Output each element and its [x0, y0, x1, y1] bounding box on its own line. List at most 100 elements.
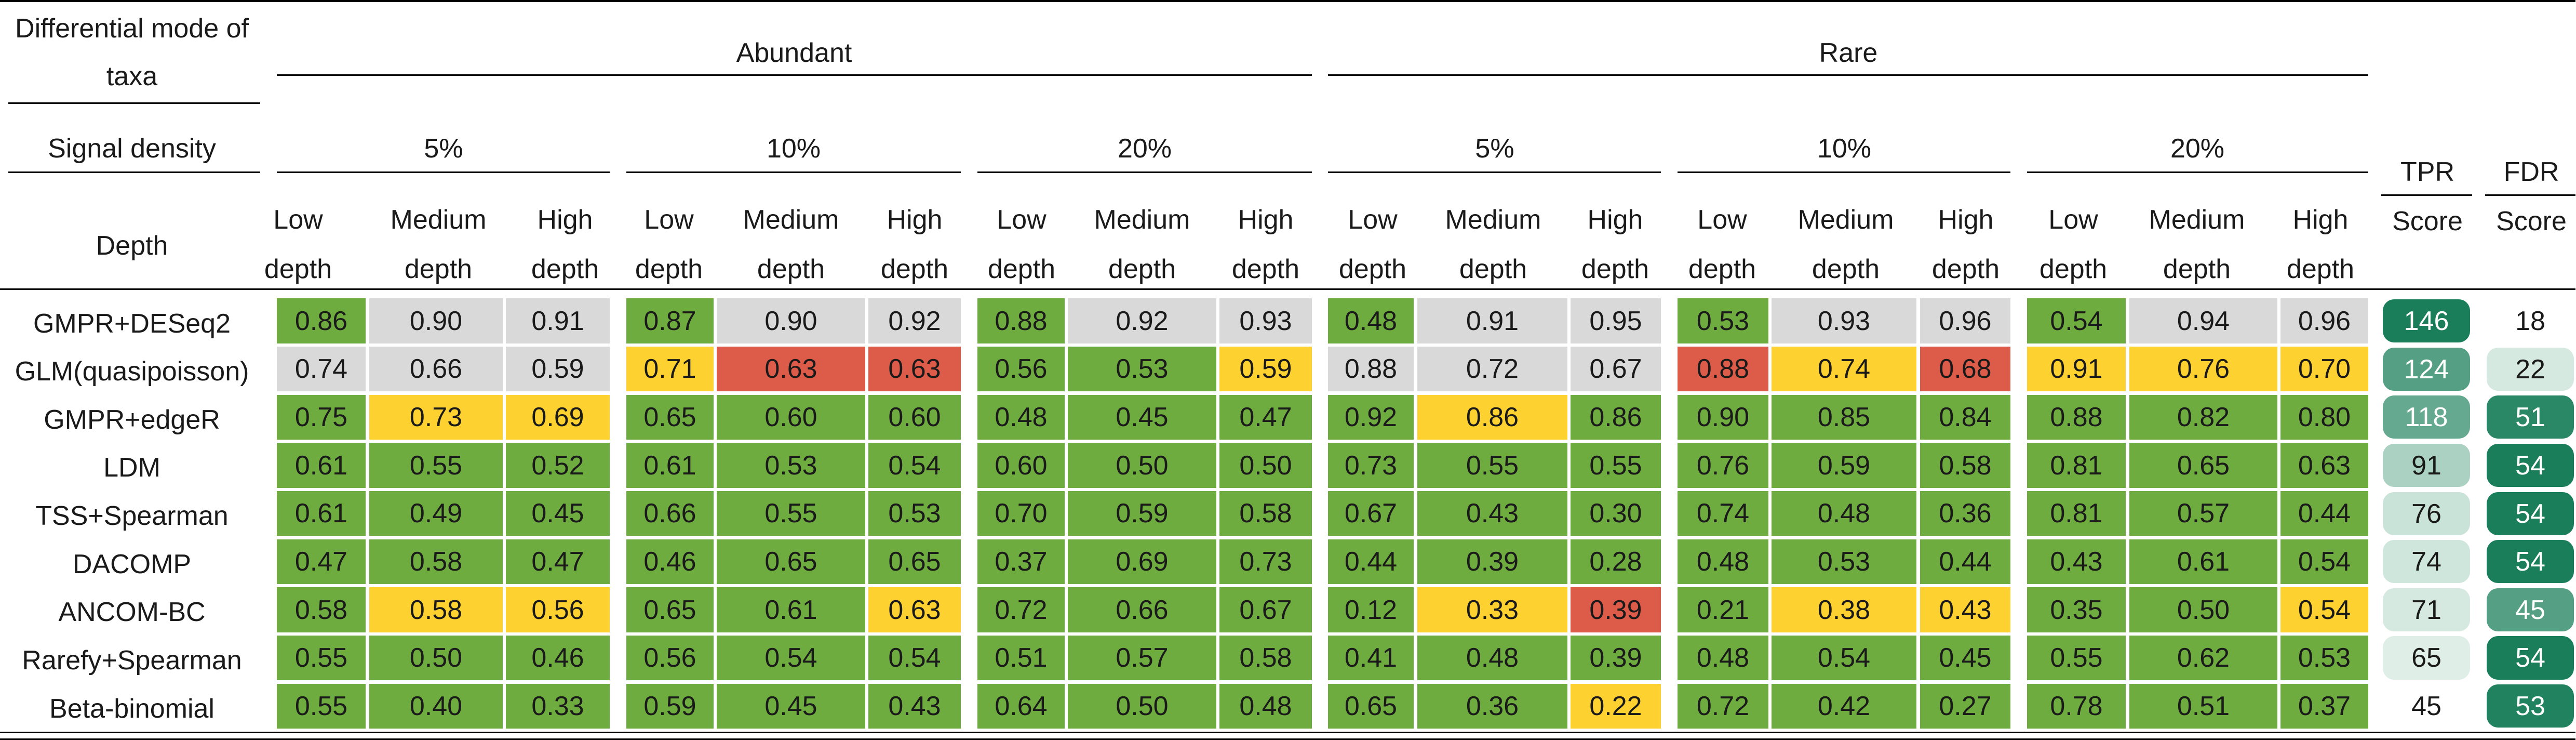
value-cell: 0.90 — [369, 298, 503, 343]
value-cell: 0.38 — [1772, 587, 1916, 632]
value-cell: 0.43 — [2027, 539, 2126, 584]
value-cell: 0.52 — [506, 443, 610, 488]
depth-header-line1: High — [1238, 205, 1294, 235]
depth-header-line2: depth — [1581, 254, 1649, 284]
fdr-score: 51 — [2487, 395, 2574, 439]
value-cell: 0.65 — [717, 539, 865, 584]
value-cell: 0.46 — [626, 539, 714, 584]
value-cell: 0.51 — [2129, 684, 2277, 729]
value-cell: 0.45 — [1068, 395, 1216, 440]
value-cell: 0.59 — [1219, 347, 1312, 391]
value-cell: 0.53 — [717, 443, 865, 488]
value-cell: 0.96 — [2280, 298, 2368, 343]
value-cell: 0.92 — [1328, 395, 1414, 440]
value-cell: 0.67 — [1571, 347, 1661, 391]
density-header: 10% — [766, 134, 821, 164]
fdr-score: 45 — [2487, 588, 2574, 631]
value-cell: 0.46 — [506, 636, 610, 680]
value-cell: 0.50 — [1068, 684, 1216, 729]
value-cell: 0.22 — [1571, 684, 1661, 729]
value-cell: 0.53 — [1772, 539, 1916, 584]
density-header: 20% — [1117, 134, 1172, 164]
value-cell: 0.58 — [1920, 443, 2010, 488]
density-underline — [977, 171, 1312, 173]
value-cell: 0.85 — [1772, 395, 1916, 440]
method-label: GLM(quasipoisson) — [15, 356, 249, 387]
tpr-header-line2: Score — [2392, 206, 2463, 236]
value-cell: 0.45 — [1920, 636, 2010, 680]
value-cell: 0.75 — [277, 395, 366, 440]
value-cell: 0.92 — [868, 298, 961, 343]
tpr-header-underline — [2381, 194, 2472, 196]
tpr-score: 45 — [2383, 684, 2470, 728]
value-cell: 0.40 — [369, 684, 503, 729]
method-label: Beta-binomial — [49, 694, 214, 724]
value-cell: 0.48 — [1678, 539, 1768, 584]
value-cell: 0.39 — [1571, 636, 1661, 680]
value-cell: 0.65 — [1328, 684, 1414, 729]
tpr-score: 71 — [2383, 588, 2470, 631]
signal-density-label: Signal density — [48, 134, 216, 164]
value-cell: 0.88 — [977, 298, 1065, 343]
mode-label-underline — [8, 102, 260, 104]
group-header-abundant: Abundant — [736, 38, 852, 68]
fdr-score: 18 — [2487, 299, 2574, 342]
value-cell: 0.36 — [1417, 684, 1567, 729]
density-underline — [626, 171, 961, 173]
value-cell: 0.35 — [2027, 587, 2126, 632]
value-cell: 0.48 — [1772, 491, 1916, 536]
value-cell: 0.86 — [277, 298, 366, 343]
depth-header-line1: Low — [1348, 205, 1398, 235]
depth-header-line2: depth — [1231, 254, 1300, 284]
value-cell: 0.58 — [277, 587, 366, 632]
value-cell: 0.80 — [2280, 395, 2368, 440]
value-cell: 0.50 — [1068, 443, 1216, 488]
density-header: 10% — [1817, 134, 1872, 164]
fdr-header-line2: Score — [2496, 206, 2567, 236]
value-cell: 0.53 — [1678, 298, 1768, 343]
value-cell: 0.33 — [506, 684, 610, 729]
fdr-score: 54 — [2487, 444, 2574, 487]
value-cell: 0.88 — [1328, 347, 1414, 391]
value-cell: 0.33 — [1417, 587, 1567, 632]
value-cell: 0.72 — [1417, 347, 1567, 391]
mode-label-line2: taxa — [106, 61, 158, 91]
depth-header-line2: depth — [264, 254, 332, 284]
value-cell: 0.49 — [369, 491, 503, 536]
value-cell: 0.81 — [2027, 443, 2126, 488]
value-cell: 0.37 — [977, 539, 1065, 584]
tpr-header-line1: TPR — [2400, 157, 2454, 187]
value-cell: 0.72 — [977, 587, 1065, 632]
depth-header-line1: Medium — [1445, 205, 1541, 235]
depth-header-line1: Medium — [2149, 205, 2245, 235]
value-cell: 0.12 — [1328, 587, 1414, 632]
value-cell: 0.43 — [1920, 587, 2010, 632]
value-cell: 0.82 — [2129, 395, 2277, 440]
depth-header-line2: depth — [757, 254, 825, 284]
value-cell: 0.50 — [369, 636, 503, 680]
tpr-score: 146 — [2383, 299, 2470, 342]
value-cell: 0.54 — [717, 636, 865, 680]
value-cell: 0.44 — [2280, 491, 2368, 536]
value-cell: 0.74 — [1772, 347, 1916, 391]
density-underline — [2027, 171, 2368, 173]
top-border — [0, 0, 2575, 2]
tpr-score: 91 — [2383, 444, 2470, 487]
depth-header-line2: depth — [1338, 254, 1407, 284]
depth-header-line1: High — [2292, 205, 2349, 235]
value-cell: 0.21 — [1678, 587, 1768, 632]
value-cell: 0.94 — [2129, 298, 2277, 343]
value-cell: 0.58 — [1219, 636, 1312, 680]
value-cell: 0.65 — [626, 395, 714, 440]
value-cell: 0.54 — [2027, 298, 2126, 343]
value-cell: 0.55 — [717, 491, 865, 536]
value-cell: 0.54 — [868, 636, 961, 680]
value-cell: 0.39 — [1417, 539, 1567, 584]
value-cell: 0.73 — [369, 395, 503, 440]
method-label: LDM — [103, 453, 160, 483]
value-cell: 0.63 — [868, 347, 961, 391]
value-cell: 0.78 — [2027, 684, 2126, 729]
depth-header-line1: Medium — [743, 205, 839, 235]
value-cell: 0.58 — [369, 587, 503, 632]
value-cell: 0.61 — [277, 443, 366, 488]
